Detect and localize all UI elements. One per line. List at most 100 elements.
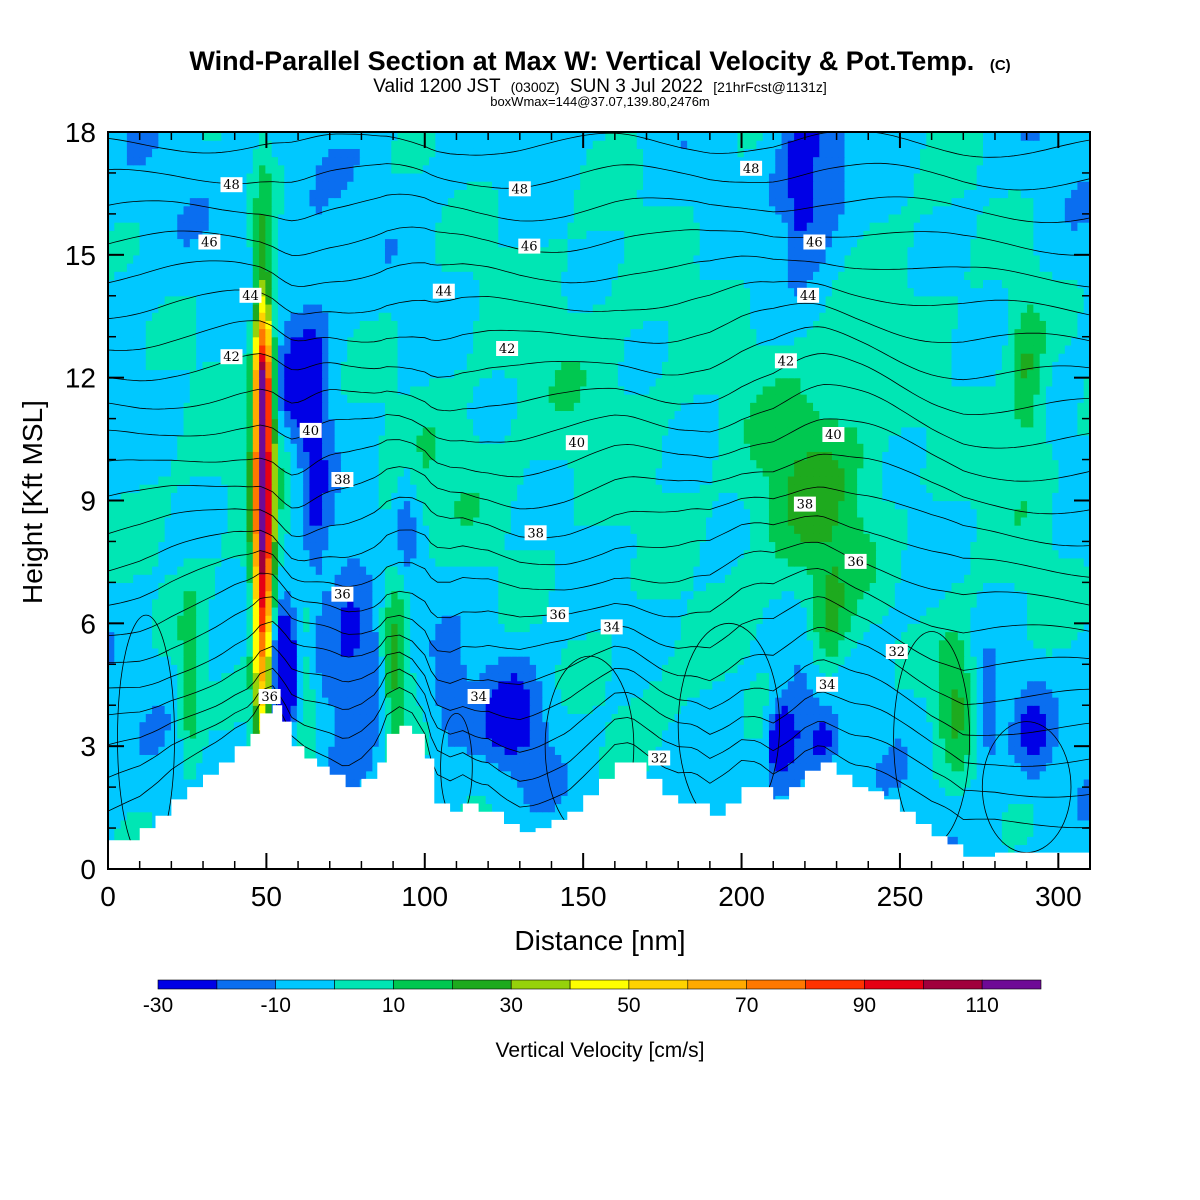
velocity-cell: [145, 631, 153, 641]
velocity-cell: [473, 729, 480, 739]
velocity-cell: [303, 639, 311, 649]
velocity-cell: [781, 672, 789, 682]
velocity-cell: [259, 680, 266, 690]
velocity-cell: [133, 631, 141, 641]
velocity-cell: [536, 754, 543, 764]
velocity-cell: [580, 623, 588, 633]
velocity-cell: [668, 721, 676, 731]
velocity-cell: [164, 606, 172, 616]
velocity-cell: [447, 770, 455, 780]
velocity-cell: [888, 762, 896, 772]
velocity-cell: [882, 721, 890, 731]
velocity-cell: [957, 623, 965, 633]
velocity-cell: [989, 762, 997, 772]
velocity-cell: [592, 762, 600, 772]
velocity-cell: [554, 778, 562, 788]
velocity-cell: [580, 656, 588, 665]
velocity-cell: [920, 664, 927, 674]
velocity-cell: [831, 639, 839, 649]
velocity-cell: [869, 729, 877, 739]
velocity-cell: [573, 639, 581, 649]
velocity-cell: [233, 606, 241, 616]
velocity-cell: [215, 606, 222, 616]
velocity-cell: [894, 705, 902, 715]
velocity-cell: [1071, 836, 1079, 846]
velocity-cell: [315, 639, 323, 649]
velocity-cell: [794, 631, 802, 641]
velocity-cell: [542, 787, 550, 796]
velocity-cell: [1008, 606, 1016, 616]
velocity-cell: [1033, 631, 1041, 641]
velocity-cell: [668, 664, 676, 674]
velocity-cell: [259, 639, 266, 649]
velocity-cell: [781, 697, 789, 706]
velocity-cell: [158, 647, 166, 657]
velocity-cell: [957, 737, 965, 747]
velocity-cell: [680, 721, 688, 731]
velocity-cell: [240, 606, 248, 616]
velocity-cell: [510, 778, 518, 788]
velocity-cell: [164, 721, 172, 731]
velocity-cell: [699, 778, 707, 788]
velocity-cell: [517, 623, 525, 633]
velocity-cell: [227, 754, 235, 764]
velocity-cell: [246, 656, 254, 665]
velocity-cell: [655, 672, 663, 682]
velocity-cell: [391, 721, 399, 731]
velocity-cell: [259, 631, 266, 641]
velocity-cell: [473, 746, 480, 755]
velocity-cell: [334, 688, 342, 698]
velocity-cell: [498, 688, 506, 698]
velocity-cell: [322, 656, 329, 665]
velocity-cell: [359, 688, 367, 698]
velocity-cell: [712, 754, 720, 764]
velocity-cell: [617, 729, 625, 739]
velocity-cell: [712, 787, 720, 796]
velocity-cell: [529, 705, 537, 715]
velocity-cell: [158, 639, 166, 649]
velocity-cell: [334, 737, 342, 747]
velocity-cell: [296, 697, 304, 706]
velocity-cell: [800, 721, 808, 731]
velocity-cell: [976, 836, 984, 846]
velocity-cell: [882, 713, 890, 723]
velocity-cell: [114, 770, 122, 780]
velocity-cell: [265, 639, 273, 649]
velocity-cell: [510, 795, 518, 805]
velocity-cell: [517, 615, 525, 624]
velocity-cell: [649, 623, 657, 633]
velocity-cell: [460, 615, 468, 624]
velocity-cell: [718, 647, 726, 657]
velocity-cell: [706, 615, 713, 624]
velocity-cell: [1045, 697, 1053, 706]
velocity-cell: [491, 639, 499, 649]
velocity-cell: [687, 623, 695, 633]
velocity-cell: [743, 623, 751, 633]
velocity-cell: [227, 737, 235, 747]
velocity-cell: [806, 705, 814, 715]
velocity-cell: [712, 778, 720, 788]
velocity-cell: [384, 656, 392, 665]
velocity-cell: [498, 713, 506, 723]
velocity-cell: [901, 664, 909, 674]
velocity-cell: [982, 713, 990, 723]
velocity-cell: [825, 705, 833, 715]
velocity-cell: [951, 631, 959, 641]
velocity-cell: [699, 623, 707, 633]
velocity-cell: [196, 746, 204, 755]
velocity-cell: [661, 606, 669, 616]
velocity-cell: [108, 762, 115, 772]
velocity-cell: [252, 639, 260, 649]
velocity-cell: [277, 697, 285, 706]
velocity-cell: [982, 639, 990, 649]
velocity-cell: [894, 737, 902, 747]
velocity-cell: [938, 615, 946, 624]
velocity-cell: [1014, 631, 1022, 641]
velocity-cell: [1014, 746, 1022, 755]
velocity-cell: [567, 672, 575, 682]
velocity-cell: [869, 721, 877, 731]
velocity-cell: [863, 737, 871, 747]
velocity-cell: [655, 762, 663, 772]
velocity-cell: [1077, 705, 1085, 715]
velocity-cell: [233, 721, 241, 731]
